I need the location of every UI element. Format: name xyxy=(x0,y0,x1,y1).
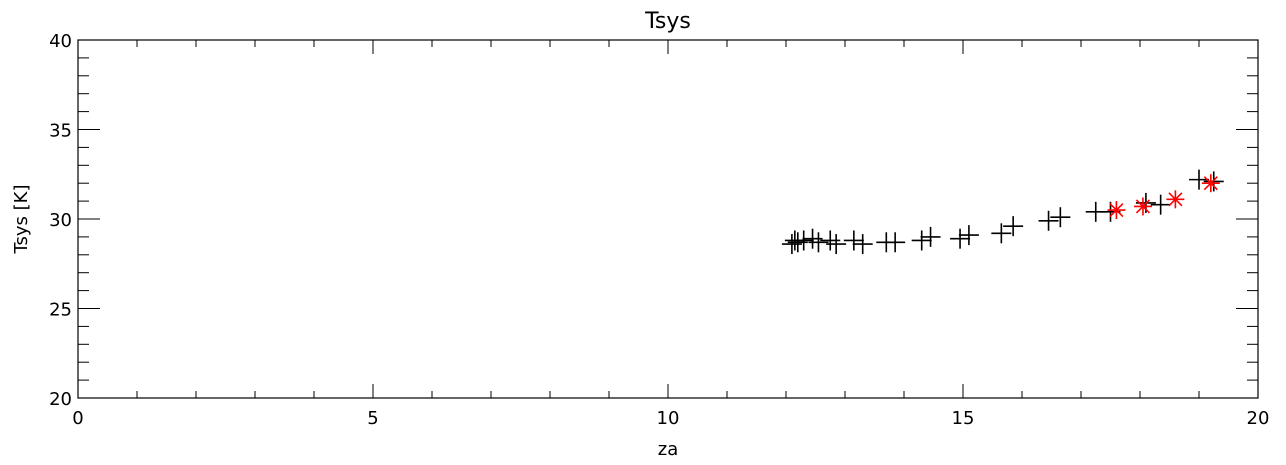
star-point-stroke xyxy=(1109,202,1124,218)
x-tick-label: 15 xyxy=(952,408,975,429)
x-tick-label: 0 xyxy=(72,408,83,429)
plus-point xyxy=(793,230,814,251)
star-point xyxy=(1107,201,1126,220)
x-tick-label: 5 xyxy=(367,408,378,429)
x-axis-label: za xyxy=(658,439,678,460)
star-point-stroke xyxy=(1168,192,1183,207)
plus-point xyxy=(1050,207,1071,228)
y-tick-label: 25 xyxy=(49,300,72,321)
marks-layer xyxy=(781,169,1224,255)
plus-point xyxy=(787,232,808,253)
y-tick-label: 20 xyxy=(49,389,72,410)
star-point xyxy=(1201,174,1220,193)
y-tick-label: 40 xyxy=(49,31,72,52)
plus-point xyxy=(808,232,829,253)
plus-point xyxy=(781,234,802,255)
plot-frame xyxy=(77,39,1259,399)
x-tick-label: 20 xyxy=(1247,408,1270,429)
plus-point xyxy=(991,223,1012,244)
chart-title: Tsys xyxy=(644,9,691,34)
plus-point xyxy=(1038,210,1059,231)
plus-point xyxy=(958,225,979,246)
plus-point xyxy=(885,232,906,253)
star-point-stroke xyxy=(1135,199,1151,214)
y-axis-label: Tsys [K] xyxy=(11,185,32,255)
plus-point xyxy=(820,230,841,251)
plus-point xyxy=(911,230,932,251)
y-tick-label: 30 xyxy=(49,210,72,231)
plus-point xyxy=(950,228,971,249)
plus-point xyxy=(1203,171,1224,192)
plus-point xyxy=(920,226,941,247)
axes-layer: 0 5 10 15 20 20 25 30 35 40 xyxy=(49,31,1269,429)
y-tick-label: 35 xyxy=(49,121,72,142)
star-point-stroke xyxy=(1203,176,1218,191)
plus-point xyxy=(1150,194,1171,215)
plus-point xyxy=(843,230,864,251)
plus-point xyxy=(802,228,823,249)
plus-point xyxy=(1189,169,1209,190)
plus-point xyxy=(852,234,873,255)
star-point xyxy=(1166,190,1185,209)
star-point xyxy=(1133,197,1152,216)
x-tick-label: 10 xyxy=(657,408,680,429)
plus-point xyxy=(826,234,847,255)
plus-point xyxy=(1003,216,1024,237)
